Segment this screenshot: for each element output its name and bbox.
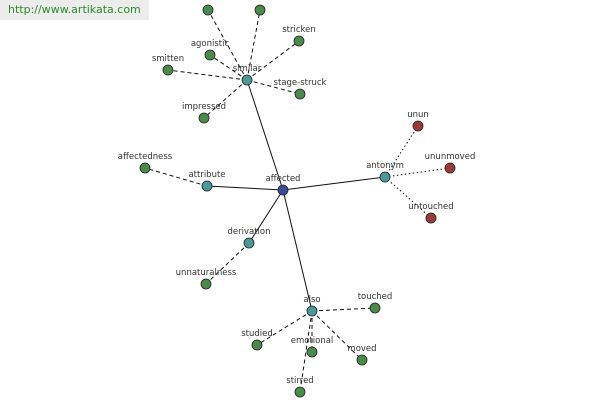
node-label: affectedness [118,152,173,162]
node [425,212,437,224]
node [306,346,318,358]
node-label: stirred [286,376,313,386]
edge [311,310,363,361]
node [254,4,266,16]
node [294,386,306,398]
edge [248,189,284,244]
node [241,74,253,86]
node-label: attribute [188,170,225,180]
node [204,49,216,61]
edge [205,242,250,285]
node-label: agonistic [191,39,230,49]
node-label: untouched [408,202,453,212]
node-label: derivation [227,227,270,237]
edge [246,79,301,95]
edge [246,40,300,81]
node-label: touched [358,292,393,302]
node-label: ununmoved [425,152,476,162]
node [201,180,213,192]
node [243,237,255,249]
node [139,162,151,174]
edge [203,79,248,119]
node-label: stricken [282,25,316,35]
node [379,171,391,183]
node [412,120,424,132]
node-label: impressed [182,102,226,112]
node-label: antonym [366,161,404,171]
edge [311,307,376,312]
node [306,305,318,317]
edge [167,69,248,81]
edge [144,167,208,187]
node [202,4,214,16]
node-label: smitten [152,54,184,64]
node-label: unnaturalness [176,268,237,278]
node [162,64,174,76]
node-label: also [303,295,320,305]
node [293,35,305,47]
node-label: studied [241,329,273,339]
edge [256,310,313,346]
edge [282,189,313,312]
edge [246,79,284,191]
node [356,354,368,366]
edge [206,185,284,191]
node [444,162,456,174]
node-label: stage-struck [274,78,327,88]
node-label: unun [407,110,429,120]
edge [282,176,386,191]
node [198,112,210,124]
node-label: affected [266,174,301,184]
node-label: similar [233,64,262,74]
edge [246,9,261,81]
node [251,339,263,351]
node [277,184,289,196]
edge [209,54,248,81]
node [200,278,212,290]
site-url[interactable]: http://www.artikata.com [0,0,149,20]
edge [207,9,248,81]
node [369,302,381,314]
node-label: moved [347,344,376,354]
edge [384,167,451,178]
node [294,88,306,100]
node-label: emotional [291,336,334,346]
